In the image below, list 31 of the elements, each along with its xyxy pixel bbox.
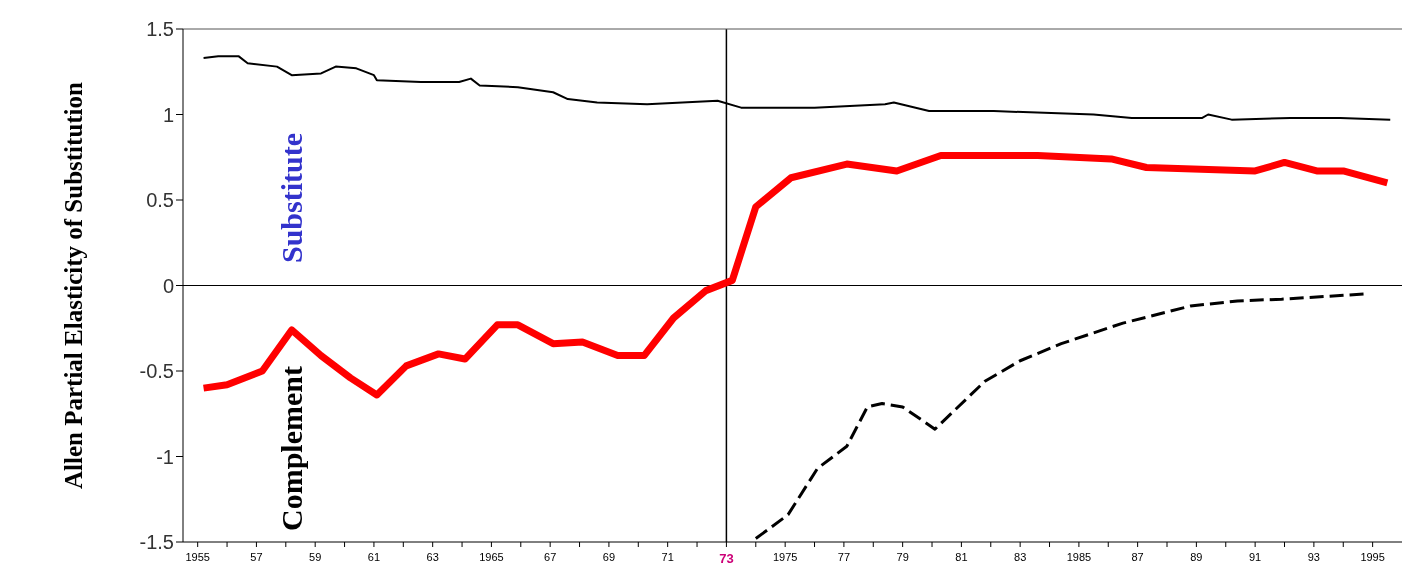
x-tick-label: 1955 bbox=[185, 551, 210, 563]
x-tick-label: 1985 bbox=[1066, 551, 1092, 563]
x-tick-label: 91 bbox=[1249, 551, 1262, 563]
x-tick-label: 57 bbox=[250, 551, 263, 563]
x-tick-label: 77 bbox=[837, 551, 851, 563]
x-tick-label: 1975 bbox=[772, 551, 798, 563]
y-tick-label: 0.5 bbox=[146, 189, 174, 212]
y-tick-label: 0 bbox=[162, 274, 174, 297]
x-tick-label: 73 bbox=[719, 550, 734, 566]
x-tick-label: 87 bbox=[1131, 551, 1144, 563]
x-tick-label: 93 bbox=[1307, 551, 1320, 563]
y-tick-label: -1.5 bbox=[139, 531, 174, 554]
y-axis-title: Allen Partial Elasticity of Substitution bbox=[59, 81, 87, 489]
y-tick-label: 1 bbox=[162, 103, 174, 126]
x-tick-label: 61 bbox=[367, 551, 381, 563]
y-tick-label: -1 bbox=[156, 445, 174, 468]
annotation: Complement bbox=[274, 365, 309, 531]
x-tick-label: 79 bbox=[896, 551, 909, 563]
x-tick-label: 83 bbox=[1014, 551, 1027, 563]
y-tick-label: 1.5 bbox=[146, 18, 174, 41]
x-tick-label: 63 bbox=[426, 551, 439, 563]
x-tick-label: 89 bbox=[1190, 551, 1203, 563]
x-tick-label: 67 bbox=[544, 551, 557, 563]
x-tick-label: 1965 bbox=[479, 551, 504, 563]
x-tick-label: 69 bbox=[602, 551, 616, 563]
y-tick-label: -0.5 bbox=[139, 360, 174, 383]
x-tick-label: 59 bbox=[309, 551, 322, 563]
x-tick-label: 81 bbox=[955, 551, 968, 563]
x-tick-label: 1995 bbox=[1360, 551, 1385, 563]
annotation: Substitute bbox=[274, 131, 309, 263]
x-tick-label: 71 bbox=[661, 551, 674, 563]
